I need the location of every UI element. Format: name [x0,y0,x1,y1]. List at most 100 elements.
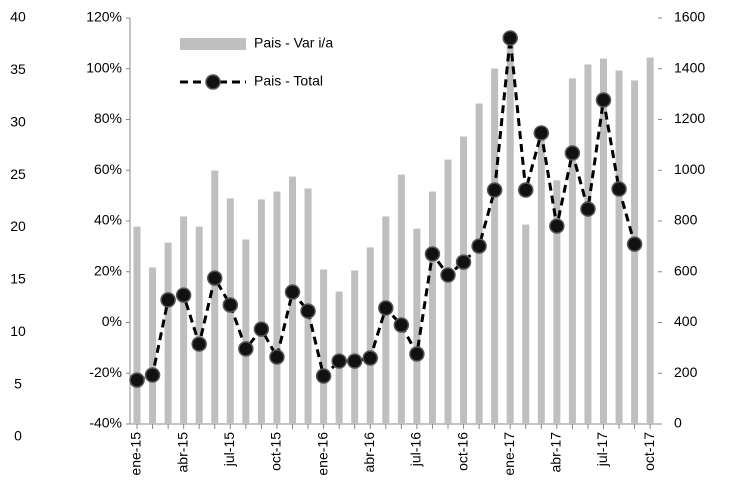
line-marker [222,297,239,313]
line-marker [518,182,534,198]
bar [553,180,561,424]
bar [366,247,374,424]
y-tick-label: 20% [94,262,122,278]
line-marker [533,125,550,141]
bar [382,216,390,424]
y-tick-label: -40% [89,415,122,431]
line-marker [144,367,161,383]
line-marker [440,267,456,283]
bar [273,191,281,424]
line-marker [393,317,410,333]
x-tick-label: oct-15 [268,432,284,471]
y3-tick-label: 30 [10,113,26,129]
line-marker [455,254,472,270]
y2-tick-label: 1200 [674,110,705,126]
bar [351,270,359,424]
legend-marker [205,74,221,90]
line-marker [331,353,347,369]
bar [289,176,296,424]
x-tick-label: oct-17 [641,432,657,471]
y2-tick-label: 600 [674,262,698,278]
y-tick-label: -20% [89,364,122,380]
bar [133,226,141,424]
line-marker [362,350,378,366]
y2-tick-label: 400 [674,313,698,329]
line-marker [409,346,425,362]
y-tick-label: 40% [94,212,122,228]
x-tick-label: ene-15 [128,432,144,476]
line-marker [191,336,207,352]
x-tick-label: jul-17 [594,432,610,467]
line-marker [253,321,270,337]
bar [257,199,265,424]
x-tick-label: abr-16 [361,432,377,473]
line-marker [284,284,301,300]
bar [413,228,421,424]
y2-tick-label: 0 [674,415,682,431]
bar [460,136,468,424]
x-tick-label: jul-16 [408,432,424,467]
y3-tick-label: 5 [14,375,22,391]
y3-tick-label: 15 [10,271,26,287]
line-marker [626,236,643,252]
line-marker [129,372,145,388]
bar [506,43,514,424]
bar [631,80,639,425]
y2-tick-label: 800 [674,212,698,228]
bar [491,68,499,424]
line-marker [315,368,332,384]
line-marker [378,300,394,316]
bar [537,130,545,424]
bar [242,239,250,424]
y3-tick-label: 25 [10,166,26,182]
y3-tick-label: 10 [10,323,26,339]
bar [428,191,436,424]
legend-label: Pais - Total [254,73,323,89]
line-marker [424,246,441,262]
line-marker [502,30,518,46]
y-tick-label: 100% [86,59,122,75]
y-tick-label: 60% [94,161,122,177]
x-tick-label: abr-17 [548,432,564,473]
y2-tick-label: 200 [674,364,698,380]
bar [444,159,452,424]
line-marker [580,201,596,217]
line-marker [611,181,627,197]
bar [211,170,219,424]
bar [180,216,188,424]
x-tick-label: oct-16 [454,432,470,471]
y3-tick-label: 0 [14,428,22,444]
bar [568,78,576,424]
bar [195,226,203,424]
x-tick-label: ene-16 [314,432,330,476]
bar [475,103,483,425]
line-marker [269,349,285,365]
legend-swatch [180,38,246,50]
bar [164,242,172,424]
bar [149,267,157,424]
bar [522,224,530,424]
y-tick-label: 80% [94,110,122,126]
line-marker [564,145,581,161]
bar [397,174,405,424]
x-tick-label: ene-17 [501,432,517,476]
line-marker [175,287,192,303]
y3-tick-label: 35 [10,61,26,77]
bar [320,269,328,424]
bar [615,70,623,425]
legend-label: Pais - Var i/a [254,35,333,51]
y-tick-label: 0% [102,313,122,329]
line-marker [238,341,254,357]
line-marker [346,353,363,369]
line-marker [549,218,565,234]
y3-tick-label: 20 [10,218,26,234]
x-tick-label: jul-15 [221,432,237,467]
line-marker [486,182,503,198]
line-marker [160,292,176,308]
x-tick-label: abr-15 [174,432,190,473]
y-tick-label: 120% [86,9,122,25]
line-marker [595,92,612,108]
bar [646,57,654,425]
y2-tick-label: 1600 [674,9,705,25]
